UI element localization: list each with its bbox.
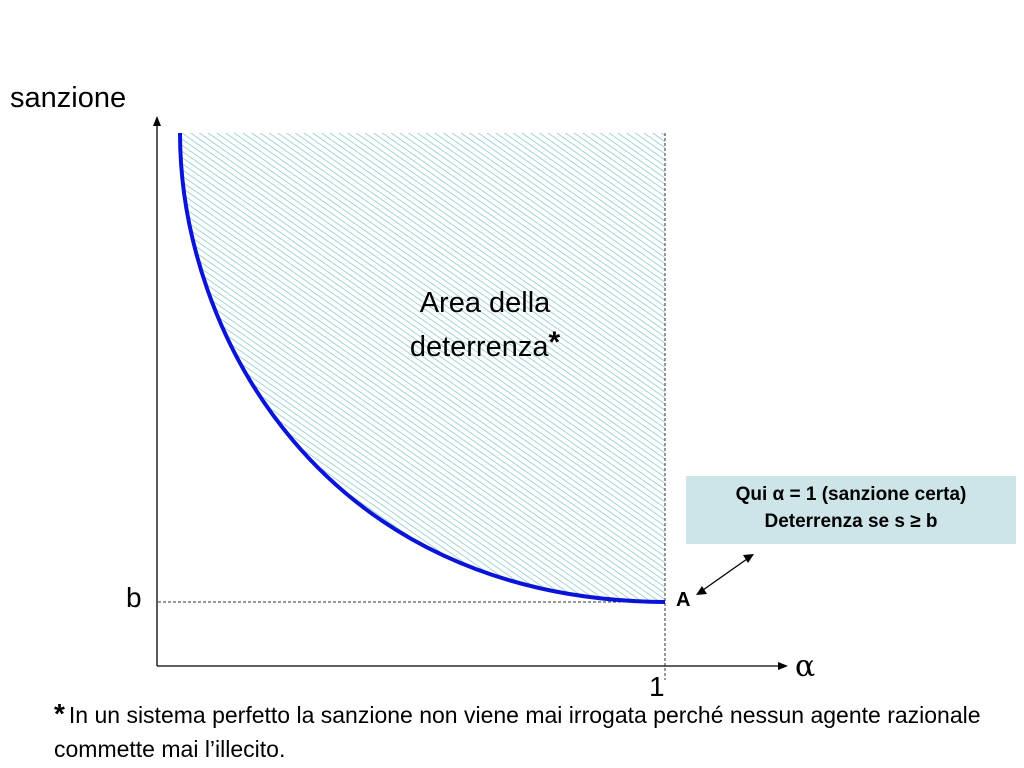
deterrence-curve [178, 132, 666, 604]
region-asterisk: * [548, 326, 561, 360]
x-tick-1: 1 [649, 671, 665, 702]
region-label-line2: deterrenza* [380, 323, 590, 367]
y-tick-b: b [126, 582, 142, 613]
callout-arrow-head-b [743, 554, 754, 563]
callout-line1: Qui α = 1 (sanzione certa) [735, 484, 967, 505]
footnote-text: In un sistema perfetto la sanzione non v… [54, 702, 981, 762]
callout-line2: Deterrenza se s ≥ b [764, 510, 938, 532]
deterrence-area [180, 133, 665, 602]
y-axis-arrow [153, 116, 161, 126]
x-axis-arrow [778, 662, 788, 670]
point-a-label: A [676, 589, 691, 611]
callout-arrow [702, 558, 748, 591]
footnote: * In un sistema perfetto la sanzione non … [54, 695, 1014, 765]
region-label-word: deterrenza [409, 331, 549, 364]
y-axis-label: sanzione [10, 82, 127, 114]
region-label: Area della deterrenza* [380, 284, 590, 368]
x-axis-label: α [795, 649, 816, 684]
footnote-asterisk: * [54, 698, 65, 729]
region-label-line1: Area della [419, 287, 551, 319]
callout-box: Qui α = 1 (sanzione certa) Deterrenza se… [686, 476, 1016, 544]
callout-arrow-head-a [696, 586, 707, 595]
